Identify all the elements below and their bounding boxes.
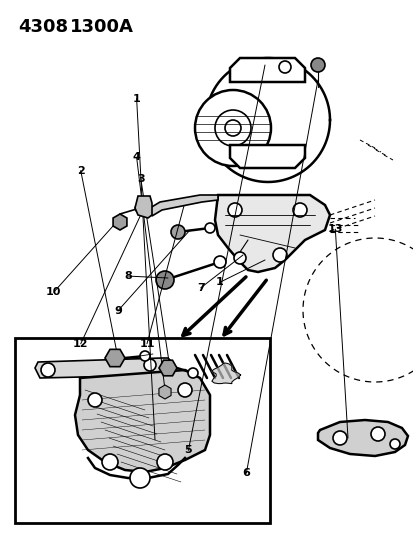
Circle shape — [228, 203, 242, 217]
Circle shape — [88, 393, 102, 407]
Polygon shape — [150, 195, 218, 216]
Polygon shape — [113, 214, 127, 230]
Polygon shape — [75, 370, 209, 472]
Circle shape — [224, 120, 240, 136]
Polygon shape — [230, 145, 304, 168]
Text: 2: 2 — [77, 166, 84, 175]
Bar — [15, 338, 269, 523]
Polygon shape — [230, 58, 304, 82]
Circle shape — [171, 225, 185, 239]
Circle shape — [188, 368, 197, 378]
Circle shape — [214, 256, 225, 268]
Circle shape — [233, 252, 245, 264]
Circle shape — [204, 223, 214, 233]
Circle shape — [195, 90, 271, 166]
Circle shape — [144, 359, 156, 371]
Text: 1: 1 — [133, 94, 140, 103]
Circle shape — [292, 203, 306, 217]
Circle shape — [332, 431, 346, 445]
Text: 1: 1 — [215, 278, 223, 287]
Circle shape — [178, 383, 192, 397]
Polygon shape — [135, 196, 152, 218]
Circle shape — [389, 439, 399, 449]
Polygon shape — [211, 363, 240, 384]
Text: 4308: 4308 — [18, 18, 68, 36]
Polygon shape — [159, 360, 177, 376]
Circle shape — [278, 61, 290, 73]
Polygon shape — [159, 385, 171, 399]
Polygon shape — [35, 358, 171, 378]
Text: 5: 5 — [184, 446, 192, 455]
Circle shape — [370, 427, 384, 441]
Circle shape — [138, 202, 147, 212]
Circle shape — [157, 454, 173, 470]
Circle shape — [214, 110, 250, 146]
Text: 7: 7 — [197, 283, 204, 293]
Circle shape — [310, 58, 324, 72]
Text: 11: 11 — [139, 339, 154, 349]
Circle shape — [102, 454, 118, 470]
Text: 9: 9 — [114, 306, 122, 316]
Text: 10: 10 — [46, 287, 62, 297]
Text: 3: 3 — [137, 174, 144, 183]
Text: 6: 6 — [242, 469, 250, 478]
Circle shape — [156, 271, 173, 289]
Circle shape — [140, 351, 150, 361]
Text: 4: 4 — [132, 152, 140, 162]
Circle shape — [41, 363, 55, 377]
Text: 13: 13 — [327, 224, 342, 234]
Circle shape — [272, 248, 286, 262]
Circle shape — [130, 468, 150, 488]
Polygon shape — [105, 349, 125, 367]
Polygon shape — [214, 195, 329, 272]
Text: 12: 12 — [73, 339, 88, 349]
Polygon shape — [317, 420, 407, 456]
Circle shape — [135, 203, 145, 213]
Text: 1300A: 1300A — [70, 18, 133, 36]
Text: 8: 8 — [124, 271, 132, 281]
